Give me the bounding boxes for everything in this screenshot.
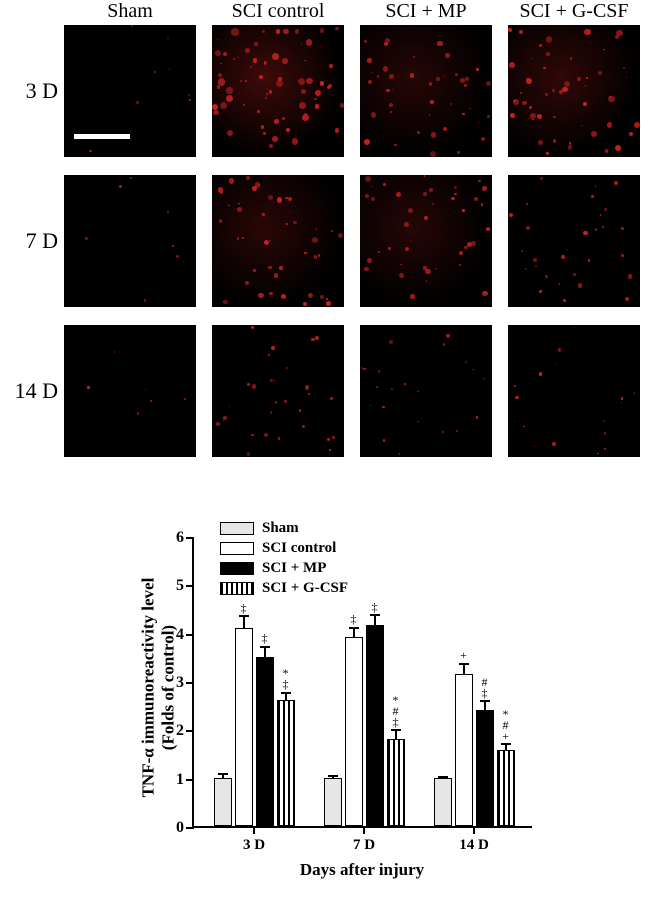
y-tick	[186, 585, 194, 587]
row-label: 7 D	[10, 228, 58, 254]
bar: ‡	[345, 637, 363, 826]
col-header: SCI + MP	[360, 0, 492, 23]
significance-marker: *#+	[502, 709, 509, 741]
y-tick-label: 3	[166, 674, 184, 692]
legend-swatch	[220, 522, 254, 535]
bar-chart: TNF-α immunoreactivity level (Folds of c…	[130, 520, 560, 890]
bar: ‡	[366, 625, 384, 826]
x-tick-label: 14 D	[459, 837, 489, 854]
micrograph-cell	[64, 25, 196, 157]
y-tick	[186, 634, 194, 636]
y-tick-label: 5	[166, 577, 184, 595]
bar: ‡	[235, 628, 253, 826]
bar	[214, 778, 232, 826]
legend-item: Sham	[220, 518, 348, 538]
bar	[324, 778, 342, 826]
row-label: 3 D	[10, 78, 58, 104]
y-tick	[186, 537, 194, 539]
significance-marker: #‡	[482, 677, 488, 699]
col-header: Sham	[64, 0, 196, 23]
bar	[434, 778, 452, 826]
scale-bar	[74, 134, 130, 139]
significance-marker: ‡	[372, 602, 378, 613]
micrograph-cell	[64, 325, 196, 457]
plot-area: 01234563 D‡‡*‡7 D‡‡*#‡14 D+#‡*#+	[192, 538, 532, 828]
micrograph-cell	[64, 175, 196, 307]
x-tick-label: 3 D	[243, 837, 265, 854]
bar: *#‡	[387, 739, 405, 826]
significance-marker: +	[460, 650, 467, 661]
legend-label: Sham	[262, 520, 299, 537]
significance-marker: ‡	[351, 614, 357, 625]
y-tick-label: 1	[166, 771, 184, 789]
micrograph-cell	[212, 175, 344, 307]
micrograph-grid: Sham SCI control SCI + MP SCI + G-CSF 3 …	[64, 0, 640, 457]
grid-row: 14 D	[64, 325, 640, 457]
y-tick	[186, 827, 194, 829]
x-axis-label: Days after injury	[192, 860, 532, 880]
col-header: SCI control	[212, 0, 344, 23]
bar-group: ‡‡*‡	[214, 628, 302, 826]
y-tick-label: 6	[166, 529, 184, 547]
ylabel-line1: TNF-α immunoreactivity level	[138, 578, 157, 798]
micrograph-cell	[360, 25, 492, 157]
bar: +	[455, 674, 473, 826]
y-tick-label: 0	[166, 819, 184, 837]
micrograph-cell	[508, 325, 640, 457]
y-tick	[186, 779, 194, 781]
micrograph-cell	[212, 325, 344, 457]
grid-row: 7 D	[64, 175, 640, 307]
bar-group: ‡‡*#‡	[324, 625, 412, 826]
y-tick	[186, 730, 194, 732]
micrograph-cell	[508, 175, 640, 307]
micrograph-cell	[508, 25, 640, 157]
x-tick	[363, 826, 365, 834]
x-tick	[473, 826, 475, 834]
row-label: 14 D	[10, 378, 58, 404]
y-tick-label: 2	[166, 722, 184, 740]
bar: ‡	[256, 657, 274, 826]
x-tick-label: 7 D	[353, 837, 375, 854]
bar: *‡	[277, 700, 295, 826]
micrograph-cell	[212, 25, 344, 157]
column-headers: Sham SCI control SCI + MP SCI + G-CSF	[64, 0, 640, 23]
micrograph-cell	[360, 175, 492, 307]
y-axis-label-container: TNF-α immunoreactivity level (Folds of c…	[138, 538, 158, 828]
col-header: SCI + G-CSF	[508, 0, 640, 23]
micrograph-cell	[360, 325, 492, 457]
bar-group: +#‡*#+	[434, 674, 522, 826]
x-tick	[253, 826, 255, 834]
bar: #‡	[476, 710, 494, 826]
y-tick	[186, 682, 194, 684]
significance-marker: *#‡	[393, 695, 399, 727]
bar: *#+	[497, 750, 515, 826]
y-tick-label: 4	[166, 626, 184, 644]
significance-marker: ‡	[262, 633, 268, 644]
grid-row: 3 D	[64, 25, 640, 157]
significance-marker: ‡	[241, 603, 247, 614]
significance-marker: *‡	[283, 668, 289, 690]
